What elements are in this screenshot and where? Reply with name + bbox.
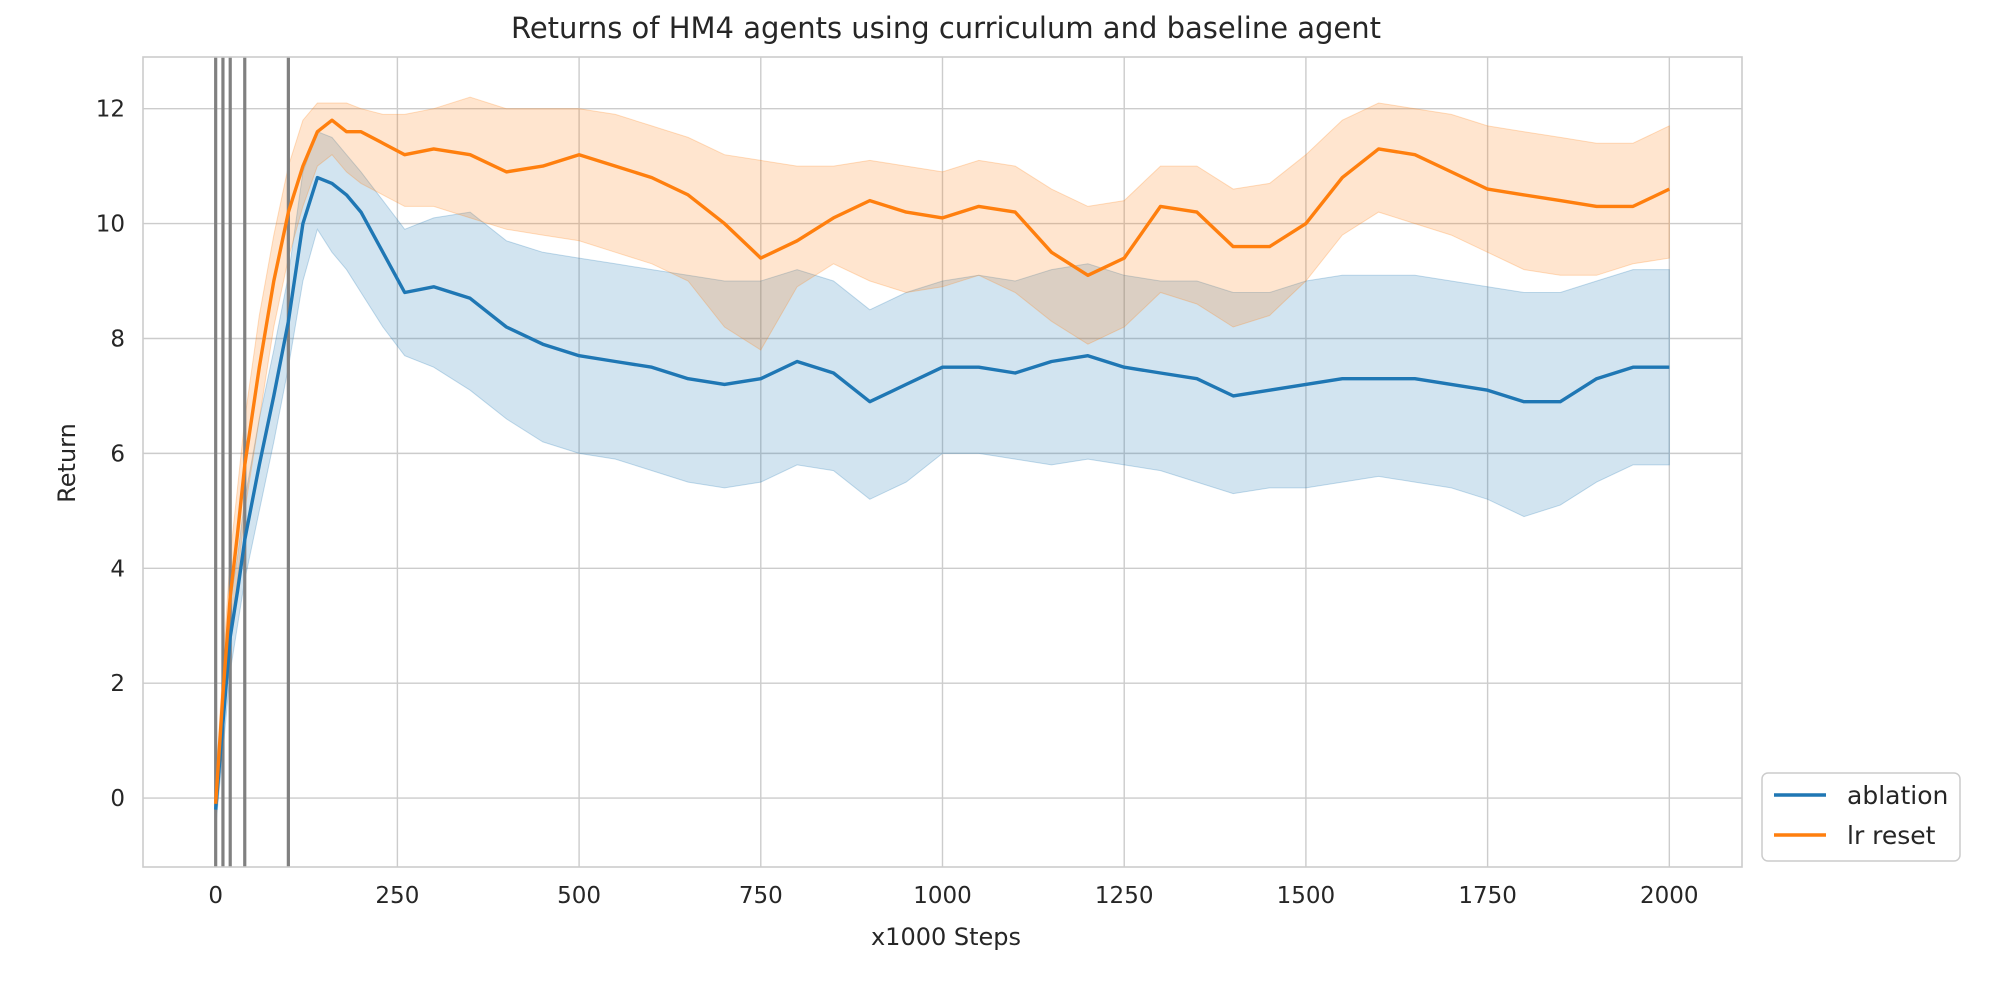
y-tick-label: 4 — [110, 556, 125, 582]
y-tick-label: 2 — [110, 671, 125, 697]
band-ablation — [215, 131, 1670, 827]
x-tick-label: 500 — [557, 883, 601, 909]
x-tick-label: 1750 — [1458, 883, 1517, 909]
y-tick-label: 10 — [96, 212, 125, 238]
x-tick-label: 750 — [739, 883, 783, 909]
y-tick-labels: 0 2 4 6 8 10 12 — [96, 97, 125, 812]
chart-title: Returns of HM4 agents using curriculum a… — [511, 11, 1381, 45]
line-ablation — [214, 175, 1670, 810]
x-tick-label: 1000 — [913, 883, 972, 909]
plot-frame — [142, 56, 1743, 868]
legend-label-ablation: ablation — [1847, 781, 1948, 810]
curriculum-vlines — [214, 57, 290, 867]
grid — [143, 57, 1742, 867]
y-tick-label: 8 — [110, 326, 125, 352]
x-axis-label: x1000 Steps — [871, 923, 1021, 951]
x-tick-label: 1250 — [1095, 883, 1154, 909]
x-tick-label: 250 — [375, 883, 419, 909]
y-tick-label: 6 — [110, 441, 125, 467]
confidence-bands — [215, 96, 1670, 827]
x-tick-labels: 0 250 500 750 1000 1250 1500 1750 2000 — [208, 883, 1698, 909]
band-lr-reset — [215, 96, 1670, 822]
x-tick-label: 0 — [208, 883, 223, 909]
legend-label-lr-reset: lr reset — [1847, 821, 1936, 850]
y-tick-label: 12 — [96, 97, 125, 123]
y-axis-label: Return — [53, 423, 81, 503]
legend: ablation lr reset — [1761, 772, 1961, 862]
x-tick-label: 2000 — [1640, 883, 1699, 909]
line-lr-reset — [214, 118, 1671, 804]
series-lines — [214, 118, 1671, 810]
y-tick-label: 0 — [110, 786, 125, 812]
x-tick-label: 1500 — [1277, 883, 1336, 909]
